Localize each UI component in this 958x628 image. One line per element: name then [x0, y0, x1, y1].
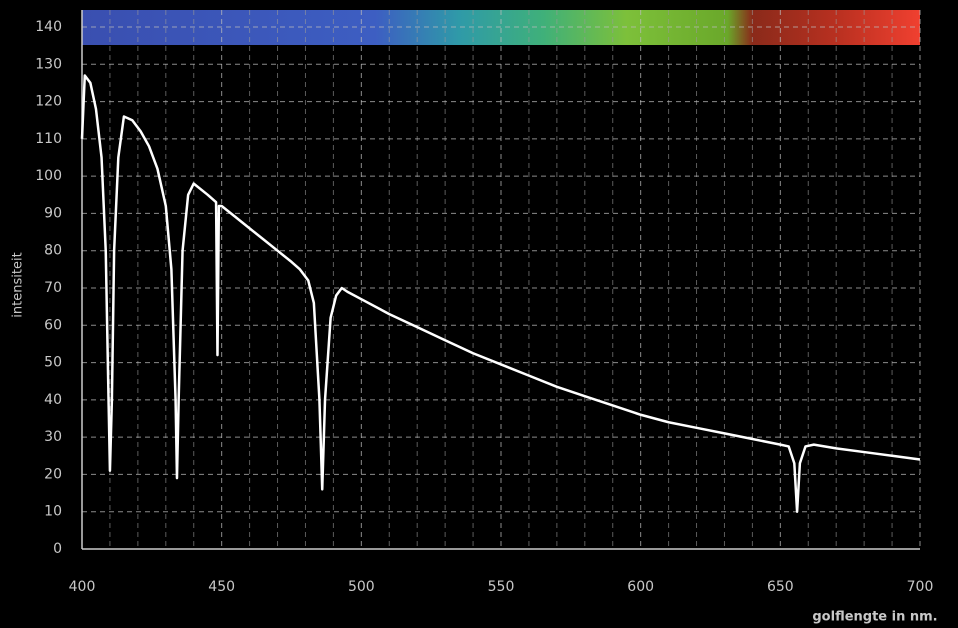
page: {"chart_data": {"type": "line", "x_label…: [0, 0, 958, 628]
x-axis-label: golflengte in nm.: [812, 610, 937, 625]
x-tick-label: 450: [208, 579, 235, 595]
y-tick-label: 90: [44, 205, 62, 221]
y-tick-label: 120: [35, 94, 62, 110]
y-tick-label: 40: [44, 392, 62, 408]
y-tick-label: 0: [53, 541, 62, 557]
x-tick-label: 500: [348, 579, 375, 595]
x-tick-label: 550: [488, 579, 515, 595]
y-tick-label: 30: [44, 429, 62, 445]
chart: intensiteit golflengte in nm. 0 10 20 30 40 5…: [0, 0, 958, 628]
x-tick-label: 400: [69, 579, 96, 595]
x-tick-label: 600: [627, 579, 654, 595]
x-tick-label: 700: [907, 579, 934, 595]
y-tick-label: 50: [44, 355, 62, 371]
y-axis-label: intensiteit: [11, 252, 26, 317]
y-tick-label: 70: [44, 280, 62, 296]
y-tick-label: 140: [35, 19, 62, 35]
y-tick-label: 100: [35, 168, 62, 184]
y-tick-label: 80: [44, 243, 62, 259]
y-tick-label: 10: [44, 504, 62, 520]
x-tick-label: 650: [767, 579, 794, 595]
y-tick-label: 110: [35, 131, 62, 147]
y-tick-label: 20: [44, 466, 62, 482]
y-tick-label: 60: [44, 317, 62, 333]
y-tick-label: 130: [35, 56, 62, 72]
